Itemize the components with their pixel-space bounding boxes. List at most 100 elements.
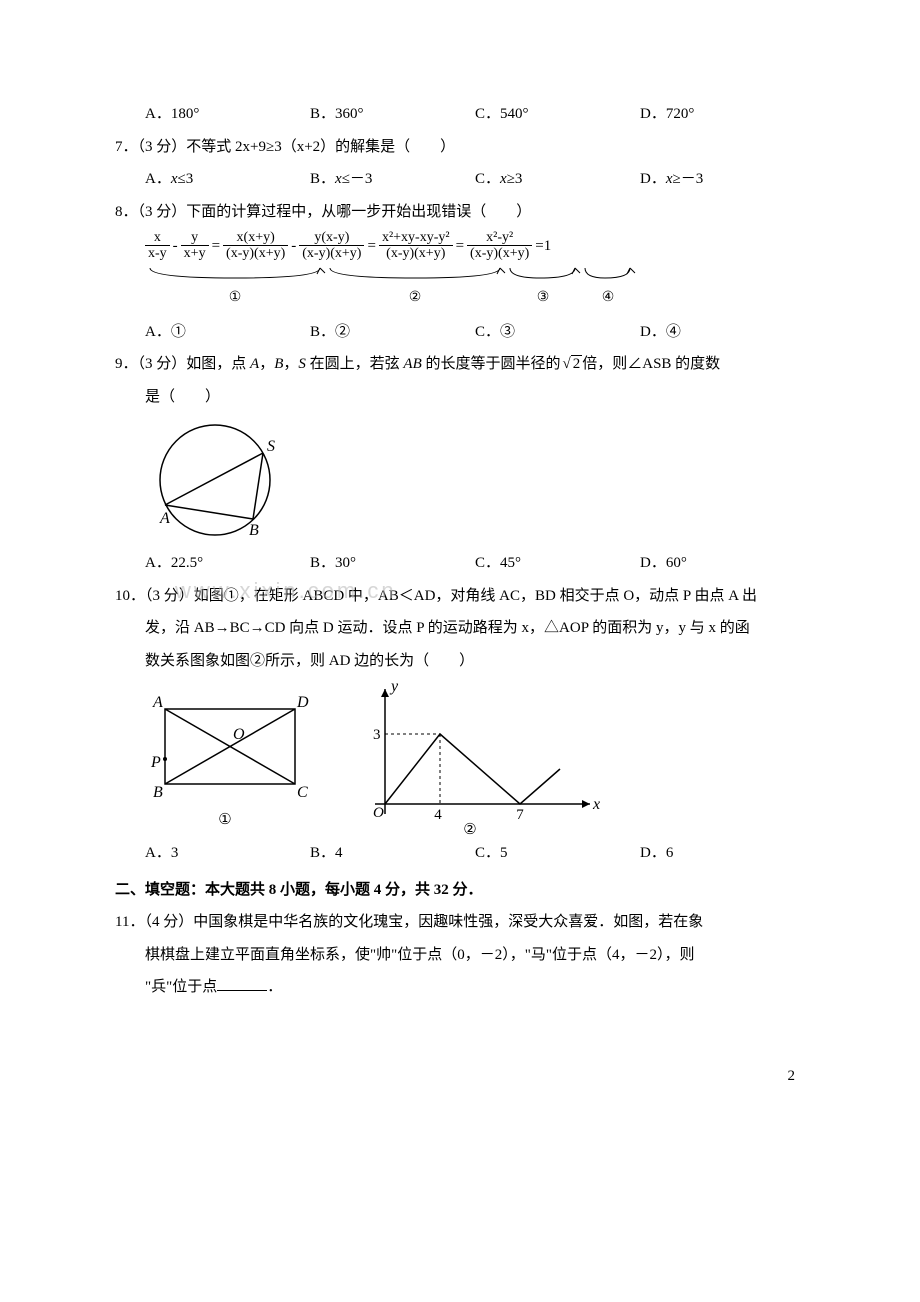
q10-stem2: 发，沿 AB→BC→CD 向点 D 运动．设点 P 的运动路程为 x，△AOP … [115, 614, 805, 643]
q8-opt-b: B．② [310, 318, 475, 347]
sqrt-icon: 2 [561, 350, 583, 379]
q8-opt-d: D．④ [640, 318, 805, 347]
q6-opt-c: C．540° [475, 100, 640, 129]
q11-pre: "兵"位于点 [145, 979, 217, 995]
q9-stem-line2: 是（ ） [115, 383, 805, 412]
q11-line2: 棋棋盘上建立平面直角坐标系，使"帅"位于点（0，－2），"马"位于点（4，－2）… [115, 941, 805, 970]
q11-line3: "兵"位于点 ． [115, 973, 805, 1002]
q11-line1: 11．（4 分）中国象棋是中华名族的文化瑰宝，因趣味性强，深受大众喜爱．如图，若… [115, 908, 805, 937]
q8-eq-tail: =1 [535, 232, 551, 261]
q9-a: 9．（3 分）如图，点 [115, 356, 250, 372]
q9-e: ， [283, 356, 298, 372]
q10-figures: A D B C O P ① 3 4 7 O y x ② [115, 679, 805, 839]
q10-fig2-svg: 3 4 7 O y x ② [345, 679, 605, 839]
q8-braces-svg: ① ② ③ ④ [145, 266, 675, 314]
q9-h: AB [403, 356, 421, 372]
q6-opt-d: D．720° [640, 100, 805, 129]
q10-opt-d: D．6 [640, 839, 805, 868]
minus-1: - [173, 232, 178, 261]
q8-equation: xx-y - yx+y = x(x+y)(x-y)(x+y) - y(x-y)(… [115, 230, 805, 262]
q10-opt-a: A．3 [145, 839, 310, 868]
q7-opt-c: C．x≥3 [475, 165, 640, 194]
q8-f6n: x²-y² [467, 230, 532, 246]
q10-opt-b: B．4 [310, 839, 475, 868]
q6-opt-a: A．180° [145, 100, 310, 129]
svg-text:O: O [233, 726, 245, 743]
section2-title: 二、填空题：本大题共 8 小题，每小题 4 分，共 32 分． [115, 876, 805, 905]
svg-text:P: P [150, 754, 161, 771]
q10-opt-c: C．5 [475, 839, 640, 868]
q8-stem: 8．（3 分）下面的计算过程中，从哪一步开始出现错误（ ） [115, 198, 805, 227]
svg-text:3: 3 [373, 727, 381, 743]
q10-stem1: 10．（3 分）如图①，在矩形 ABCD 中，AB＜AD，对角线 AC，BD 相… [115, 582, 805, 611]
eq-2: = [367, 232, 375, 261]
q9-d: B [274, 356, 283, 372]
q8-f1d: x-y [145, 246, 170, 261]
svg-text:C: C [297, 784, 308, 801]
q8-frac1: xx-y [145, 230, 170, 262]
svg-text:7: 7 [516, 807, 524, 823]
q9-circle-svg: A B S [145, 415, 295, 545]
svg-text:③: ③ [537, 290, 550, 305]
q6-opt-b: B．360° [310, 100, 475, 129]
svg-text:x: x [592, 796, 600, 813]
q9-opt-d: D．60° [640, 549, 805, 578]
q9-c: ， [259, 356, 274, 372]
svg-text:④: ④ [602, 290, 615, 305]
q6-options: A．180° B．360° C．540° D．720° [115, 100, 805, 129]
q11-post: ． [267, 979, 282, 995]
eq-3: = [456, 232, 464, 261]
q8-options: A．① B．② C．③ D．④ [115, 318, 805, 347]
q8-frac2: yx+y [181, 230, 209, 262]
page-number-text: 2 [788, 1068, 796, 1084]
q8-opt-c: C．③ [475, 318, 640, 347]
q9-i: 的长度等于圆半径的 [422, 356, 561, 372]
svg-text:O: O [373, 805, 384, 821]
page-number: 2 [115, 1062, 805, 1091]
q9-opt-a: A．22.5° [145, 549, 310, 578]
svg-text:B: B [249, 522, 259, 539]
svg-text:②: ② [463, 822, 476, 838]
q9-b: A [250, 356, 259, 372]
q8-frac5: x²+xy-xy-y²(x-y)(x+y) [379, 230, 453, 262]
q8-f3n: x(x+y) [223, 230, 288, 246]
q9-options: A．22.5° B．30° C．45° D．60° [115, 549, 805, 578]
q10-options: A．3 B．4 C．5 D．6 [115, 839, 805, 868]
q8-f5d: (x-y)(x+y) [379, 246, 453, 261]
q7-options: A．x≤3 B．x≤－3 C．x≥3 D．x≥－3 [115, 165, 805, 194]
q8-f1n: x [145, 230, 170, 246]
svg-text:A: A [152, 694, 163, 711]
minus-2: - [291, 232, 296, 261]
q10-block: www.xixin.com.cn 10．（3 分）如图①，在矩形 ABCD 中，… [115, 582, 805, 676]
q9-g: 在圆上，若弦 [306, 356, 404, 372]
q8-f5n: x²+xy-xy-y² [379, 230, 453, 246]
q7-opt-d: D．x≥－3 [640, 165, 805, 194]
q8-frac4: y(x-y)(x-y)(x+y) [299, 230, 364, 262]
fill-blank [217, 975, 267, 991]
q8-f4d: (x-y)(x+y) [299, 246, 364, 261]
q8-f4n: y(x-y) [299, 230, 364, 246]
q8-f3d: (x-y)(x+y) [223, 246, 288, 261]
q9-f: S [298, 356, 306, 372]
q8-opt-a: A．① [145, 318, 310, 347]
svg-text:①: ① [218, 812, 231, 828]
q10-fig1-svg: A D B C O P ① [145, 679, 315, 839]
q8-f6d: (x-y)(x+y) [467, 246, 532, 261]
q8-frac6: x²-y²(x-y)(x+y) [467, 230, 532, 262]
q9-sqrt: 2 [571, 355, 583, 372]
exam-page: A．180° B．360° C．540° D．720° 7．（3 分）不等式 2… [0, 0, 920, 1130]
svg-text:S: S [267, 438, 275, 455]
q10-stem3: 数关系图象如图②所示，则 AD 边的长为（ ） [115, 647, 805, 676]
eq-1: = [212, 232, 220, 261]
svg-text:②: ② [409, 290, 422, 305]
svg-text:y: y [389, 679, 399, 695]
q9-stem-line1: 9．（3 分）如图，点 A，B，S 在圆上，若弦 AB 的长度等于圆半径的2倍，… [115, 350, 805, 379]
q8-f2d: x+y [181, 246, 209, 261]
q7-opt-b: B．x≤－3 [310, 165, 475, 194]
q7-stem-text: 7．（3 分）不等式 2x+9≥3（x+2）的解集是（ ） [115, 139, 455, 155]
q9-j: 倍，则∠ASB 的度数 [582, 356, 720, 372]
svg-text:D: D [296, 694, 309, 711]
q7-stem: 7．（3 分）不等式 2x+9≥3（x+2）的解集是（ ） [115, 133, 805, 162]
svg-text:B: B [153, 784, 163, 801]
q9-opt-b: B．30° [310, 549, 475, 578]
